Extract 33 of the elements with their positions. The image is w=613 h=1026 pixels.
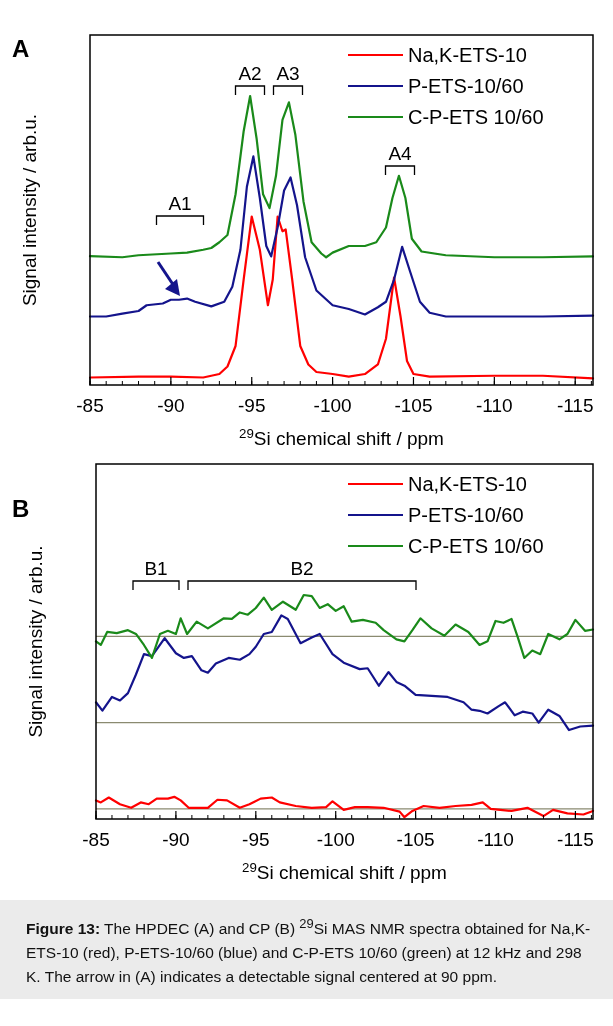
x-tick-label: -110 [477, 829, 514, 850]
x-tick-label: -105 [394, 395, 433, 416]
legend-label: P-ETS-10/60 [408, 75, 524, 97]
text: B2 [290, 558, 314, 579]
chart-title: B [12, 495, 30, 522]
x-tick-label: -90 [157, 395, 185, 416]
annotation: A4 [388, 143, 413, 164]
y-axis-title: Signal intensity / arb.u. [25, 545, 46, 738]
x-tick-label: -115 [557, 829, 594, 850]
legend-label: Na,K-ETS-10 [408, 44, 527, 66]
x-tick-label: -105 [396, 829, 435, 850]
x-tick-label: -95 [242, 829, 270, 850]
text: A2 [238, 63, 262, 84]
x-axis-title: $^{29}$Si chemical shift / ppm [242, 859, 447, 883]
annotation: A1 [168, 193, 192, 214]
x-axis-title: $^{29}$Si chemical shift / ppm [239, 425, 444, 449]
text: B1 [144, 558, 168, 579]
x-tick-label: -85 [82, 829, 110, 850]
x-tick-label: -100 [316, 829, 355, 850]
legend-label: P-ETS-10/60 [408, 504, 524, 526]
x-tick-label: -110 [476, 395, 513, 416]
x-tick-label: -85 [76, 395, 104, 416]
legend-label: C-P-ETS 10/60 [408, 106, 544, 128]
x-tick-label: -95 [238, 395, 266, 416]
text: A3 [276, 63, 300, 84]
chart-title: A [12, 35, 30, 62]
x-tick-label: -100 [313, 395, 352, 416]
x-tick-label: -115 [556, 395, 594, 416]
x-tick-label: -90 [162, 829, 190, 850]
text: Figure 13: The HPDEC (A) and CP (B) $^{29}$Si MAS NMR spectra obtained for Na,K-ETS-10 (red), P-ETS-10/60 (blue) and C-P-ETS 10/60 (green) at 12 kHz and 298 K. The arrow in (A) indicates a detectable signal centered at 90 ppm. [26, 916, 591, 986]
legend-label: Na,K-ETS-10 [408, 473, 527, 495]
legend-label: C-P-ETS 10/60 [408, 535, 544, 557]
y-axis-title: Signal intensity / arb.u. [19, 113, 40, 307]
